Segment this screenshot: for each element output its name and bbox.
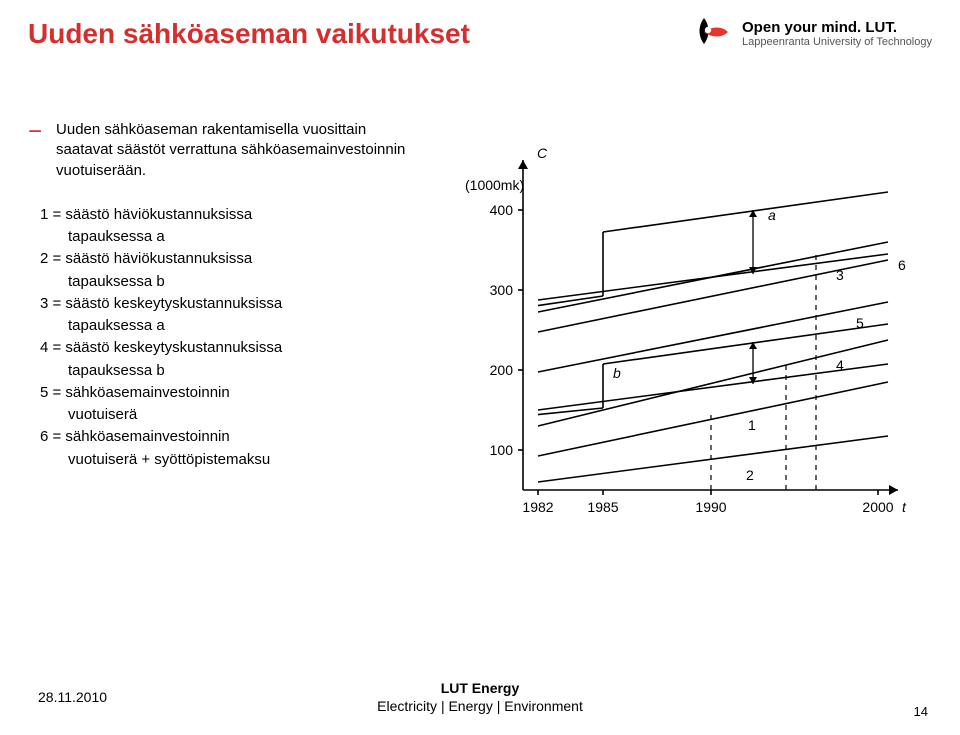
svg-text:100: 100 — [490, 442, 514, 458]
bullet-icon: − — [28, 120, 42, 181]
svg-text:(1000mk): (1000mk) — [465, 177, 524, 193]
legend-item: 1 = säästö häviökustannuksissa — [40, 205, 418, 225]
lut-logo-icon — [690, 12, 732, 54]
legend-item: tapauksessa b — [40, 361, 418, 381]
svg-text:a: a — [768, 207, 776, 223]
legend-item: tapauksessa b — [40, 272, 418, 292]
svg-text:2: 2 — [746, 467, 754, 483]
legend-item: tapauksessa a — [40, 316, 418, 336]
svg-text:200: 200 — [490, 362, 514, 378]
svg-text:2000: 2000 — [862, 499, 893, 515]
logo-subtitle: Lappeenranta University of Technology — [742, 36, 932, 48]
footer-title: LUT Energy — [0, 679, 960, 697]
svg-text:C: C — [537, 145, 548, 161]
page-number: 14 — [914, 704, 928, 719]
svg-text:4: 4 — [836, 357, 844, 373]
chart-figure: C (1000mk) 100 200 300 400 1982 1985 1990 2000 t a b… — [438, 120, 918, 550]
svg-text:t: t — [902, 499, 907, 515]
bullet-text: Uuden sähköaseman rakentamisella vuositt… — [56, 120, 418, 181]
legend-item: 2 = säästö häviökustannuksissa — [40, 249, 418, 269]
svg-text:6: 6 — [898, 257, 906, 273]
legend-item: 3 = säästö keskeytyskustannuksissa — [40, 294, 418, 314]
footer: 28.11.2010 LUT Energy Electricity | Ener… — [0, 679, 960, 715]
svg-text:1990: 1990 — [695, 499, 726, 515]
legend-list: 1 = säästö häviökustannuksissa tapaukses… — [28, 205, 418, 470]
svg-text:b: b — [613, 365, 621, 381]
legend-item: 4 = säästö keskeytyskustannuksissa — [40, 338, 418, 358]
legend-item: tapauksessa a — [40, 227, 418, 247]
logo-tagline: Open your mind. LUT. — [742, 19, 932, 36]
footer-subtitle: Electricity | Energy | Environment — [0, 697, 960, 715]
footer-date: 28.11.2010 — [38, 689, 107, 705]
legend-item: 6 = sähköasemainvestoinnin — [40, 427, 418, 447]
logo-block: Open your mind. LUT. Lappeenranta Univer… — [690, 12, 932, 54]
legend-item: 5 = sähköasemainvestoinnin — [40, 383, 418, 403]
legend-item: vuotuiserä + syöttöpistemaksu — [40, 450, 418, 470]
svg-text:1985: 1985 — [587, 499, 618, 515]
svg-text:300: 300 — [490, 282, 514, 298]
legend-item: vuotuiserä — [40, 405, 418, 425]
svg-text:1982: 1982 — [522, 499, 553, 515]
text-column: − Uuden sähköaseman rakentamisella vuosi… — [28, 120, 418, 550]
svg-text:5: 5 — [856, 315, 864, 331]
svg-text:1: 1 — [748, 417, 756, 433]
svg-text:400: 400 — [490, 202, 514, 218]
